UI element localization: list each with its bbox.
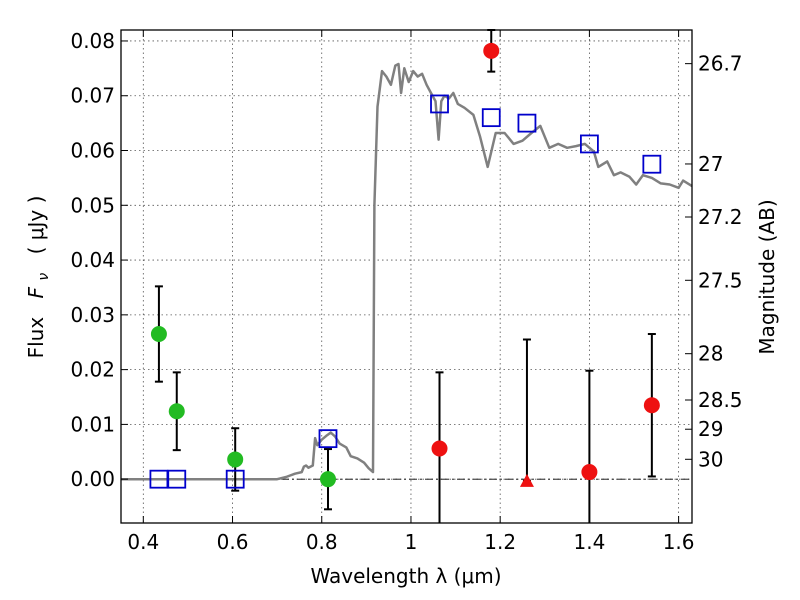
secondary-y-axis-label: Magnitude (AB) <box>755 199 779 354</box>
magnitude-tick-label: 28.5 <box>698 388 743 412</box>
y-tick-label: 0.01 <box>70 412 115 436</box>
optical-detection-point <box>320 471 336 487</box>
magnitude-tick-label: 26.7 <box>698 52 743 76</box>
y-tick-label: 0.05 <box>70 193 115 217</box>
optical-detection-point <box>169 403 185 419</box>
y-tick-label: 0.08 <box>70 29 115 53</box>
nir-measurement-point <box>483 43 499 59</box>
optical-detection-point <box>227 451 243 467</box>
y-axis-label-subscript: ν <box>36 273 52 281</box>
x-axis-label: Wavelength λ (μm) <box>310 564 501 588</box>
y-tick-label: 0.06 <box>70 139 115 163</box>
magnitude-tick-label: 30 <box>698 447 723 471</box>
nir-measurement-point <box>644 397 660 413</box>
y-tick-label: 0.00 <box>70 467 115 491</box>
x-tick-label: 1.4 <box>573 530 605 554</box>
y-tick-label: 0.07 <box>70 84 115 108</box>
y-axis-label-prefix: Flux <box>24 317 48 359</box>
sed-chart: 0.4 0.6 0.8 1 1.2 1.4 1.6 0.00 0.01 0.02 0.03 0.04 0… <box>0 0 800 600</box>
x-tick-label: 1 <box>405 530 418 554</box>
y-axis-label-symbol: F <box>24 286 48 298</box>
x-tick-label: 0.4 <box>127 530 159 554</box>
magnitude-tick-label: 27.5 <box>698 268 743 292</box>
nir-measurement-point <box>581 464 597 480</box>
optical-detection-point <box>151 326 167 342</box>
x-tick-label: 1.6 <box>663 530 695 554</box>
x-tick-label: 0.8 <box>306 530 338 554</box>
magnitude-tick-label: 29 <box>698 417 723 441</box>
magnitude-tick-label: 27 <box>698 152 723 176</box>
nir-measurement-point <box>432 441 448 457</box>
y-axis-label-unit: ( μJy ) <box>24 196 48 255</box>
magnitude-tick-label: 28 <box>698 342 723 366</box>
x-tick-label: 1.2 <box>484 530 516 554</box>
magnitude-tick-label: 27.2 <box>698 205 743 229</box>
y-tick-label: 0.03 <box>70 303 115 327</box>
y-tick-label: 0.02 <box>70 358 115 382</box>
y-tick-label: 0.04 <box>70 248 115 272</box>
x-tick-label: 0.6 <box>217 530 249 554</box>
